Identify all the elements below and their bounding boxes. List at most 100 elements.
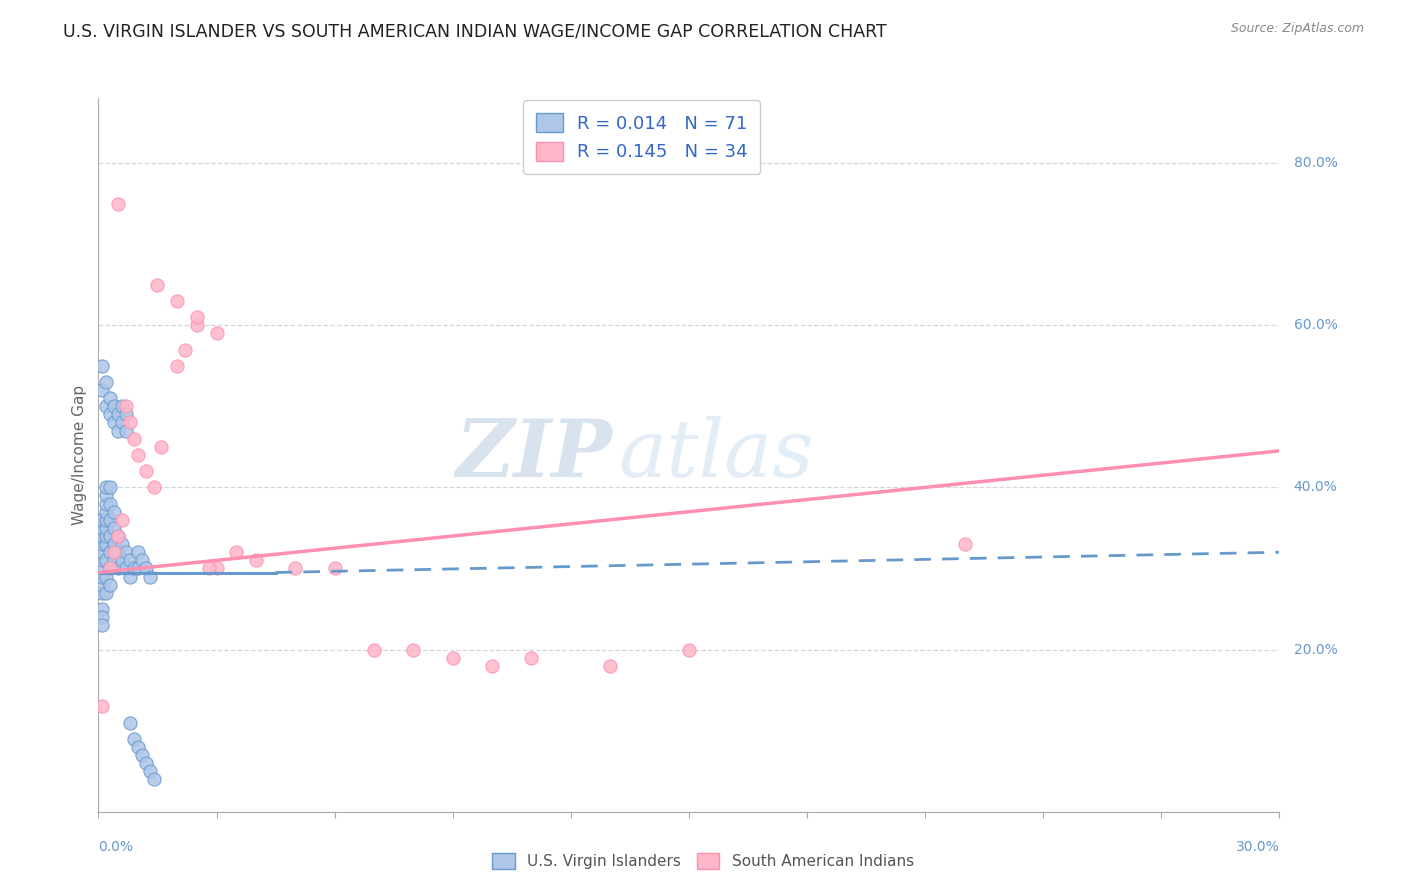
Text: 80.0%: 80.0% (1294, 156, 1337, 170)
Point (323, 561, 346, 575)
Point (115, 399, 138, 413)
Point (96, 569, 118, 583)
Point (245, 553, 267, 567)
Point (284, 561, 307, 575)
Point (103, 537, 125, 551)
Point (166, 359, 188, 373)
Point (98, 513, 121, 527)
Point (91, 529, 114, 543)
Point (107, 196, 129, 211)
Point (91, 545, 114, 559)
Legend: U.S. Virgin Islanders, South American Indians: U.S. Virgin Islanders, South American In… (486, 847, 920, 875)
Point (127, 561, 149, 575)
Point (118, 553, 141, 567)
Point (103, 416, 125, 430)
Text: atlas: atlas (619, 417, 814, 493)
Point (205, 326, 228, 341)
Point (91, 359, 114, 373)
Point (118, 715, 141, 730)
Point (111, 553, 134, 567)
Point (103, 545, 125, 559)
Y-axis label: Wage/Income Gap: Wage/Income Gap (72, 384, 87, 525)
Point (115, 408, 138, 422)
Point (111, 513, 134, 527)
Point (118, 416, 141, 430)
Point (115, 424, 138, 438)
Point (402, 642, 425, 657)
Point (91, 561, 114, 575)
Point (441, 650, 464, 665)
Point (96, 529, 118, 543)
Point (363, 642, 385, 657)
Point (115, 545, 138, 559)
Point (91, 553, 114, 567)
Point (135, 464, 157, 478)
Point (96, 521, 118, 535)
Text: 60.0%: 60.0% (1294, 318, 1337, 332)
Text: U.S. VIRGIN ISLANDER VS SOUTH AMERICAN INDIAN WAGE/INCOME GAP CORRELATION CHART: U.S. VIRGIN ISLANDER VS SOUTH AMERICAN I… (63, 22, 887, 40)
Point (142, 480, 165, 494)
Point (91, 513, 114, 527)
Point (953, 537, 976, 551)
Text: 40.0%: 40.0% (1294, 481, 1337, 494)
Point (115, 561, 138, 575)
Point (91, 602, 114, 616)
Point (91, 569, 114, 583)
Point (225, 545, 247, 559)
Point (166, 293, 188, 308)
Point (98, 545, 121, 559)
Point (103, 505, 125, 519)
Point (96, 399, 118, 413)
Point (131, 747, 153, 762)
Point (127, 739, 149, 754)
Point (138, 764, 160, 779)
Point (96, 513, 118, 527)
Point (107, 529, 129, 543)
Point (98, 561, 121, 575)
Point (197, 561, 219, 575)
Point (131, 553, 153, 567)
Point (107, 561, 129, 575)
Point (96, 537, 118, 551)
Point (135, 561, 157, 575)
Point (122, 731, 145, 746)
Point (91, 521, 114, 535)
Point (107, 408, 129, 422)
Point (91, 383, 114, 397)
Point (111, 399, 134, 413)
Point (91, 618, 114, 632)
Point (118, 569, 141, 583)
Text: 30.0%: 30.0% (1236, 840, 1279, 855)
Point (91, 537, 114, 551)
Point (520, 650, 543, 665)
Point (122, 561, 145, 575)
Point (98, 529, 121, 543)
Point (96, 553, 118, 567)
Point (174, 343, 197, 357)
Point (91, 586, 114, 600)
Point (135, 756, 157, 770)
Point (91, 610, 114, 624)
Point (96, 488, 118, 502)
Point (96, 505, 118, 519)
Point (91, 577, 114, 591)
Point (98, 480, 121, 494)
Point (96, 497, 118, 511)
Point (146, 277, 169, 292)
Text: ZIP: ZIP (456, 417, 612, 493)
Point (98, 408, 121, 422)
Point (186, 310, 208, 324)
Point (107, 424, 129, 438)
Point (96, 375, 118, 389)
Point (142, 772, 165, 787)
Text: Source: ZipAtlas.com: Source: ZipAtlas.com (1230, 22, 1364, 36)
Point (96, 480, 118, 494)
Point (122, 432, 145, 446)
Point (98, 497, 121, 511)
Point (150, 440, 173, 454)
Point (107, 529, 129, 543)
Point (111, 537, 134, 551)
Point (98, 391, 121, 405)
Point (205, 561, 228, 575)
Point (103, 553, 125, 567)
